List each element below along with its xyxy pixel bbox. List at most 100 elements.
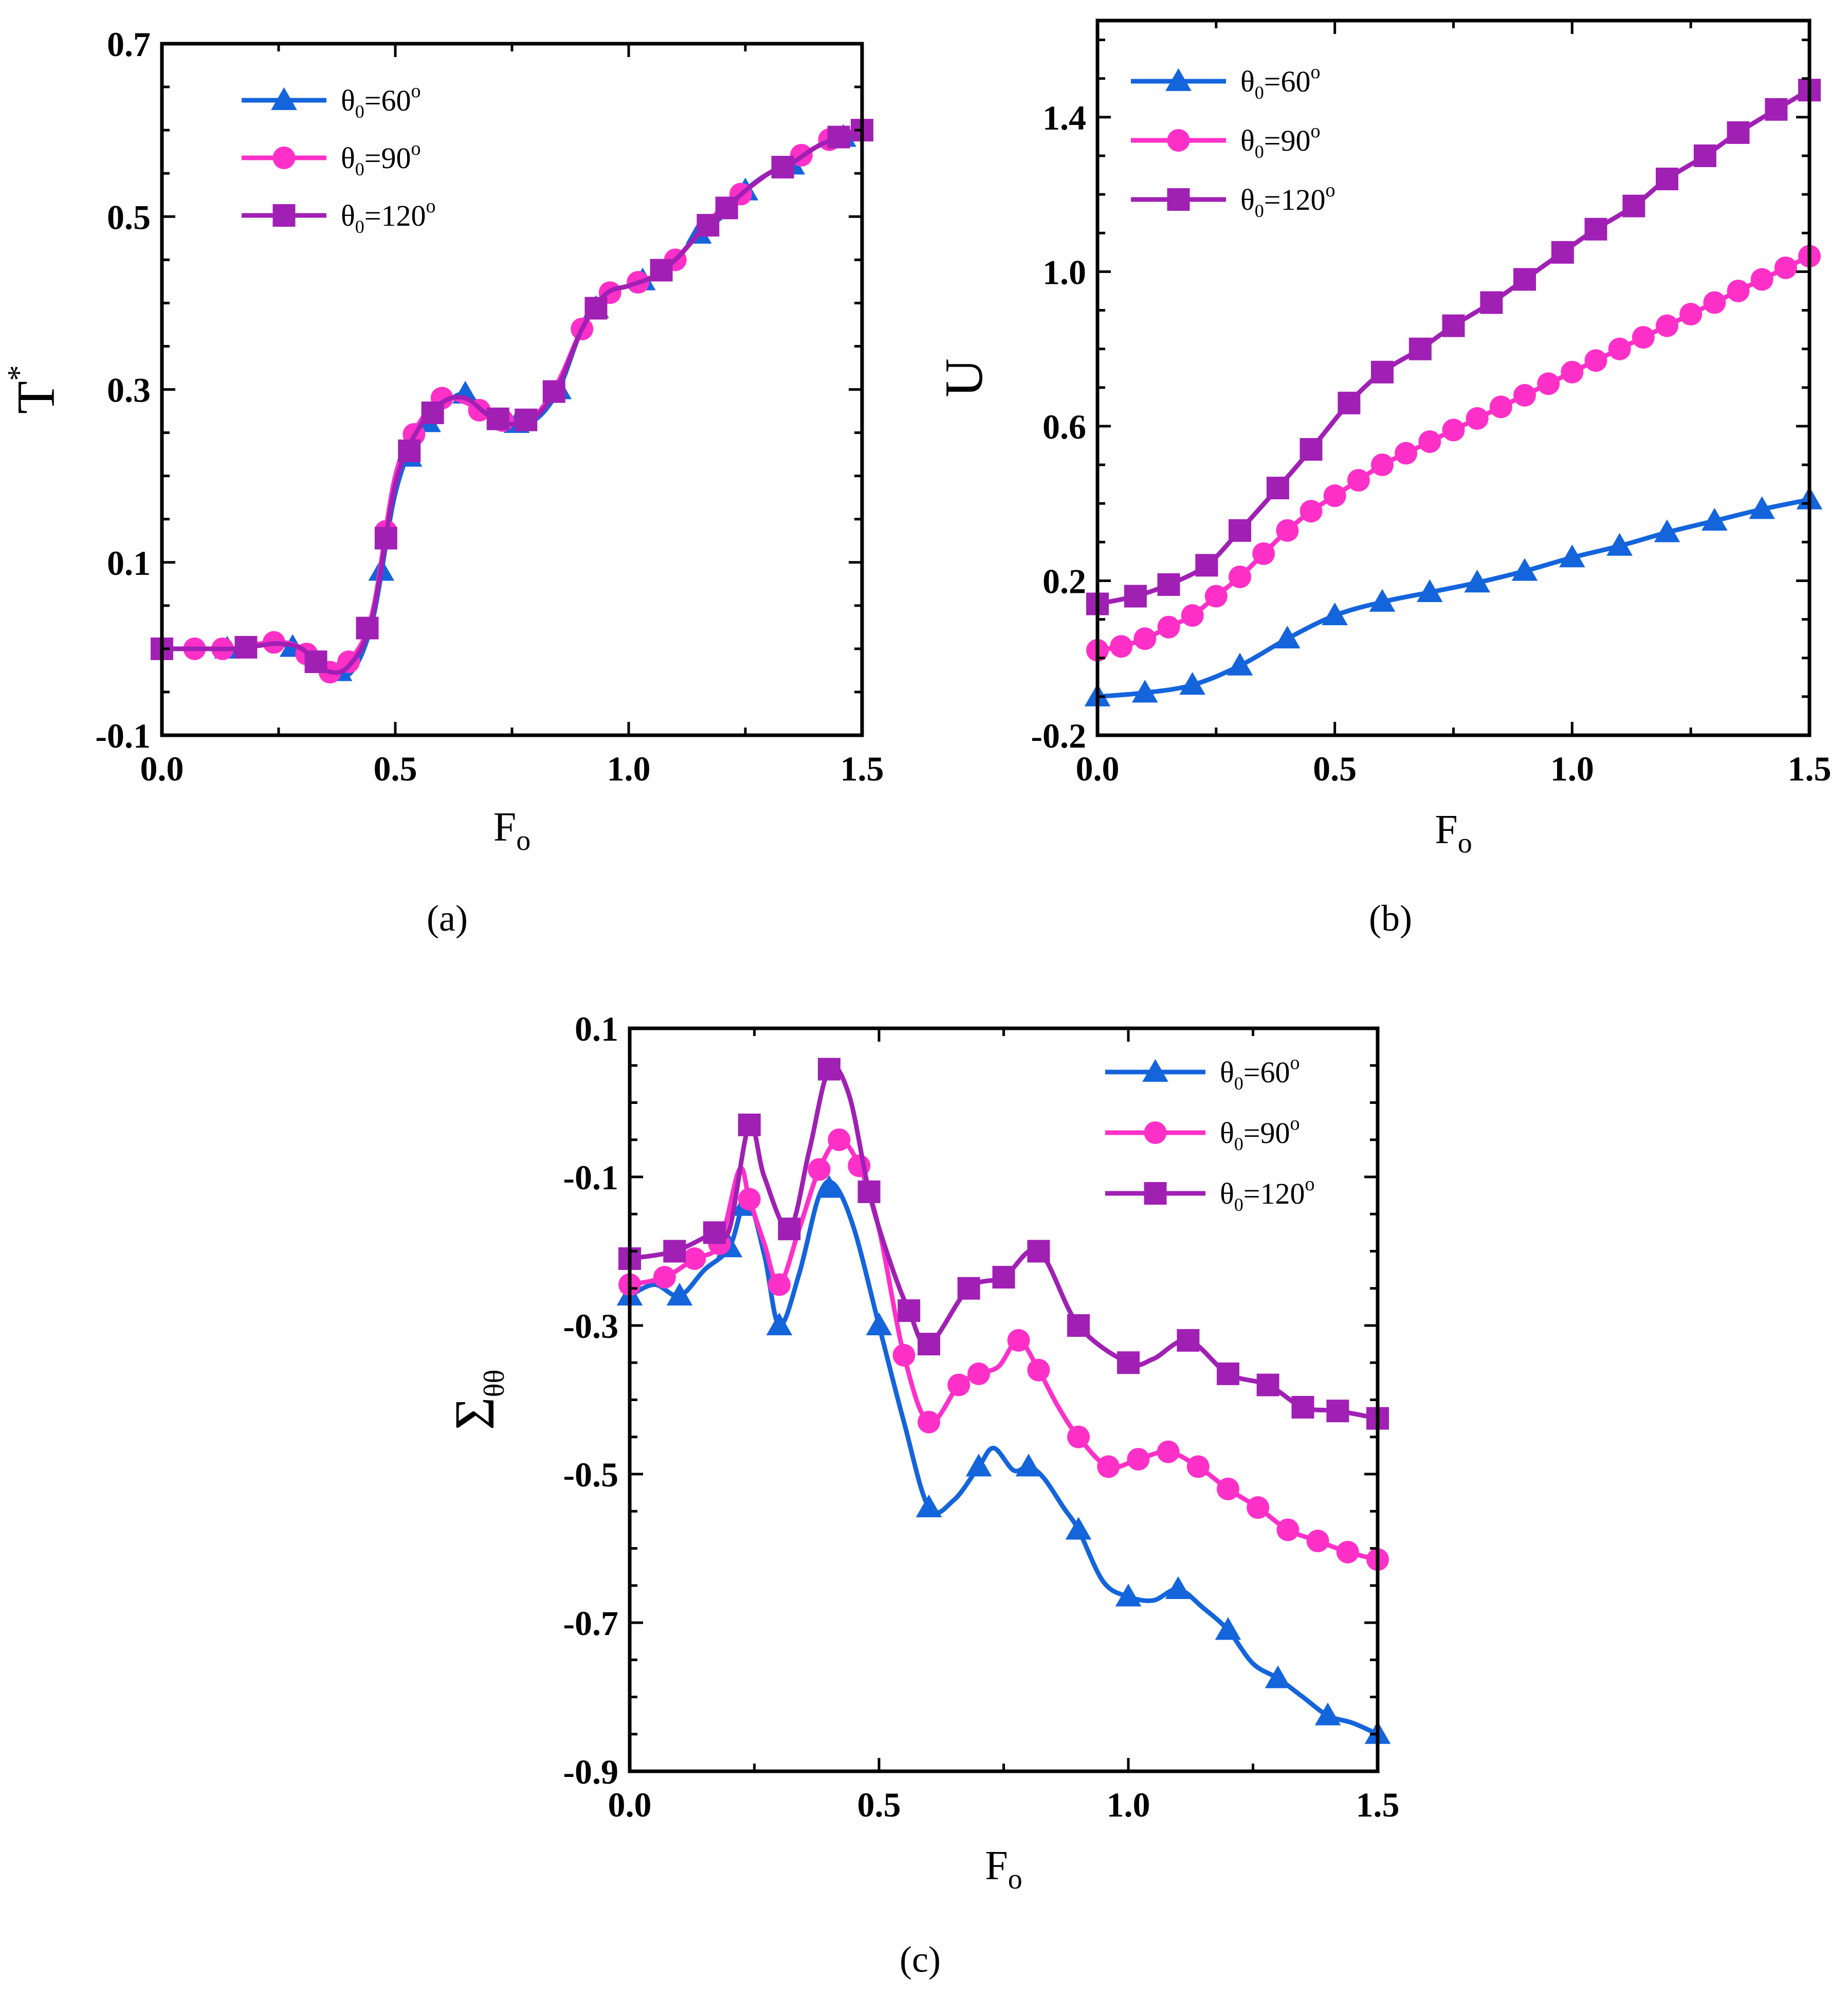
data-point-s120 [827,125,850,149]
data-point-s120 [1408,337,1432,360]
data-point-s120 [1656,168,1678,191]
y-tick-label: -0.2 [1031,716,1086,755]
x-axis-title: Fo [493,805,531,857]
data-point-s90 [1306,1530,1329,1553]
data-point-s90 [1097,1455,1120,1478]
y-tick-label: -0.1 [95,716,151,755]
chart-c: 0.0 0.5 1.0 1.5 -0.9 -0.7 -0.5 -0.3 -0.1 0.1 Fo Σθθ… [443,1009,1400,1895]
data-point-s120 [542,380,565,403]
data-point-s90 [738,1188,761,1211]
y-tick-label: 0.2 [1042,561,1086,601]
data-point-s120 [1157,573,1180,596]
y-tick-label: 1.4 [1042,98,1086,137]
data-point-s90 [1276,1518,1300,1541]
data-point-s90 [1537,372,1560,395]
data-point-s120 [957,1277,980,1300]
data-point-s120 [738,1113,761,1136]
legend-label-s120: θ0=120o [1220,1173,1315,1215]
chart-a: 0.0 0.5 1.0 1.5-0.10.10.30.50.7FoT*θ0=60oθ0… [2,25,884,857]
data-point-s60 [1559,544,1585,568]
data-point-s120 [1256,1373,1279,1396]
data-point-s90 [1679,303,1703,326]
data-point-s90 [1608,337,1631,360]
legend-label-s90: θ0=90o [1240,120,1321,162]
data-point-s90 [1157,1440,1180,1463]
data-point-s90 [1133,627,1157,650]
data-point-s90 [1229,565,1251,588]
data-point-s60 [1369,589,1396,612]
data-point-s120 [356,616,379,640]
data-point-s60 [816,1175,843,1198]
data-point-s60 [1654,519,1680,542]
y-tick-label: 0.5 [107,197,151,237]
series-line-s60 [159,128,865,680]
data-point-s120 [715,196,738,220]
data-point-s60 [1606,533,1633,556]
data-point-s90 [1336,1540,1359,1564]
y-tick-label: 1.0 [1042,252,1086,292]
data-point-s60 [1227,652,1253,676]
data-point-s60 [1015,1454,1042,1477]
series-line-s60 [1095,497,1812,699]
data-point-s120 [1117,1351,1140,1374]
data-point-s120 [857,1180,881,1203]
data-point-s60 [1417,579,1443,602]
data-point-s120 [1217,1362,1239,1385]
plot-frame [1095,19,1812,737]
data-point-s120 [1124,585,1147,608]
data-point-s60 [1274,625,1301,649]
legend-label-s90: θ0=90o [341,138,421,179]
data-point-s90 [1347,469,1370,492]
data-point-s90 [1007,1329,1030,1352]
data-point-s60 [766,1312,793,1335]
x-tick-label: 0.0 [608,1785,652,1824]
y-tick-label: 0.7 [107,25,151,64]
y-axis-title: Σθθ [443,1370,510,1430]
x-tick-label: 1.5 [1788,749,1832,788]
data-point-s60 [1322,602,1348,626]
data-point-s90 [1371,453,1394,477]
legend-marker-s120 [1144,1182,1167,1205]
data-point-s90 [1584,349,1607,372]
data-point-s120 [1027,1240,1050,1263]
data-point-s120 [1622,194,1645,217]
data-point-s90 [1418,430,1441,453]
data-point-s120 [1442,314,1465,337]
legend-marker-s90 [272,147,296,169]
data-point-s90 [1276,519,1299,542]
data-point-s120 [1291,1395,1314,1419]
x-tick-label: 0.5 [857,1785,901,1824]
data-point-s90 [1157,615,1180,639]
data-point-s90 [1703,291,1726,314]
x-tick-label: 0.0 [1076,749,1120,788]
data-point-s90 [1466,407,1489,430]
series-line-s120 [1095,87,1812,606]
legend-marker-s60 [1165,68,1192,91]
data-point-s90 [828,1128,851,1151]
panel-label-b: (b) [1369,898,1412,939]
legend-label-s90: θ0=90o [1220,1113,1300,1154]
data-point-s90 [1489,395,1512,419]
x-tick-label: 0.5 [1313,749,1357,788]
data-point-s120 [898,1299,921,1322]
data-point-s90 [892,1344,916,1367]
data-point-s120 [486,407,509,430]
data-point-s90 [1181,604,1204,627]
data-point-s60 [1749,496,1775,519]
legend-marker-s60 [1142,1059,1168,1082]
x-tick-label: 1.0 [607,749,651,788]
x-axis-title: Fo [985,1843,1022,1895]
data-point-s90 [1442,419,1465,442]
legend-marker-s90 [1144,1121,1167,1144]
legend-label-s60: θ0=60o [1220,1052,1300,1094]
data-point-s120 [1229,519,1251,542]
data-point-s120 [1195,554,1218,577]
data-point-s60 [1115,1584,1142,1607]
data-point-s60 [666,1282,693,1306]
data-point-s90 [1186,1455,1210,1478]
data-point-s90 [808,1158,831,1181]
data-point-s60 [1701,507,1728,531]
data-point-s120 [421,401,444,424]
data-point-s120 [1765,98,1788,121]
